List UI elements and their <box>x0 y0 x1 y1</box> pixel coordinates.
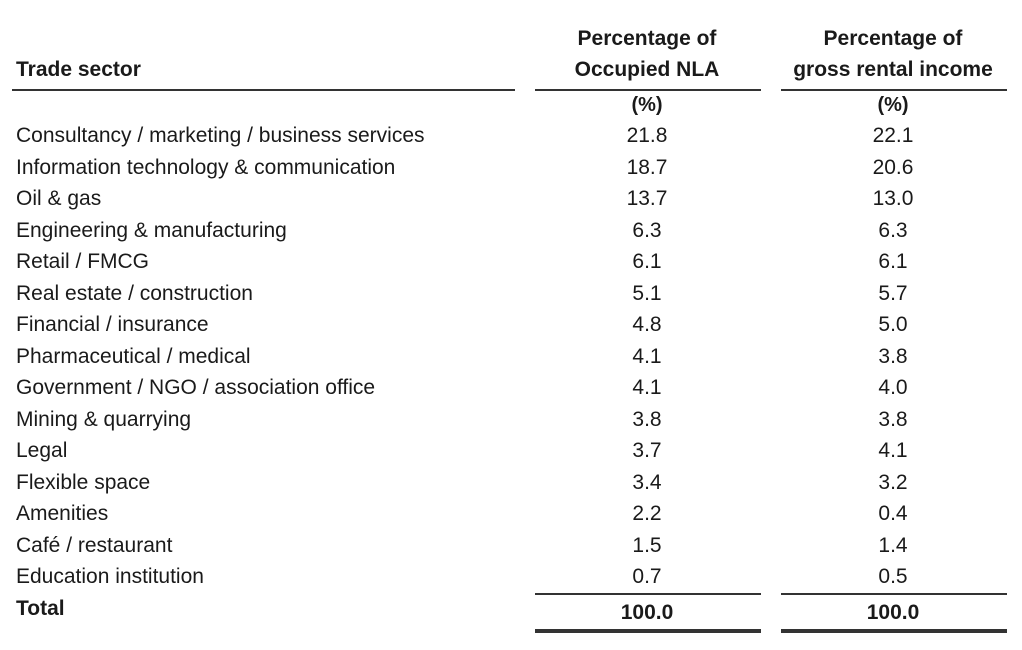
table-row: Consultancy / marketing / business servi… <box>0 120 1022 152</box>
gross-rental-income-value: 0.4 <box>878 502 908 525</box>
occupied-nla-value: 3.8 <box>632 407 662 431</box>
occupied-nla-value: 1.5 <box>632 533 662 557</box>
sector-name: Engineering & manufacturing <box>16 218 287 242</box>
sector-name: Mining & quarrying <box>16 407 192 431</box>
occupied-nla-value: 4.8 <box>632 313 662 336</box>
total-divider-top-occupied-nla <box>535 593 761 595</box>
occupied-nla-value: 3.4 <box>632 470 662 494</box>
header-occupied-nla-line1: Percentage of <box>577 27 717 50</box>
gross-rental-income-value: 0.5 <box>878 565 908 588</box>
sector-name: Oil & gas <box>16 187 102 210</box>
sector-name: Real estate / construction <box>16 281 253 305</box>
sector-name: Café / restaurant <box>16 533 173 557</box>
sector-name: Financial / insurance <box>16 313 209 336</box>
gross-rental-income-value: 6.3 <box>878 218 908 242</box>
table-row: Engineering & manufacturing 6.3 6.3 <box>0 215 1022 247</box>
gross-rental-income-value: 22.1 <box>872 124 914 147</box>
occupied-nla-value: 21.8 <box>626 124 668 147</box>
occupied-nla-value: 4.1 <box>632 344 662 368</box>
table-row: Pharmaceutical / medical 4.1 3.8 <box>0 341 1022 373</box>
header-gross-rental-income: Percentage of gross rental income <box>778 23 1008 85</box>
table-row: Café / restaurant 1.5 1.4 <box>0 530 1022 562</box>
header-divider-occupied-nla <box>535 89 761 91</box>
table-row: Information technology & communication 18… <box>0 152 1022 184</box>
occupied-nla-value: 18.7 <box>626 155 668 179</box>
total-divider-bottom-gross-rental-income <box>781 629 1007 633</box>
table-row: Flexible space 3.4 3.2 <box>0 467 1022 499</box>
sector-name: Legal <box>16 439 68 462</box>
header-occupied-nla-line2: Occupied NLA <box>574 58 720 81</box>
table-row: Real estate / construction 5.1 5.7 <box>0 278 1022 310</box>
gross-rental-income-value: 4.1 <box>878 439 908 462</box>
sector-name: Retail / FMCG <box>16 250 150 273</box>
gross-rental-income-value: 5.0 <box>878 313 908 336</box>
gross-rental-income-value: 1.4 <box>878 533 908 557</box>
occupied-nla-value: 5.1 <box>632 281 662 305</box>
header-divider-gross-rental-income <box>781 89 1007 91</box>
table-row: Financial / insurance 4.8 5.0 <box>0 309 1022 341</box>
occupied-nla-value: 2.2 <box>632 502 662 525</box>
table-row: Mining & quarrying 3.8 3.8 <box>0 404 1022 436</box>
total-row: Total 100.0 100.0 <box>0 593 1022 625</box>
occupied-nla-value: 4.1 <box>632 376 662 399</box>
gross-rental-income-value: 4.0 <box>878 376 908 399</box>
gross-rental-income-value: 5.7 <box>878 281 908 305</box>
sector-name: Pharmaceutical / medical <box>16 344 251 368</box>
sector-name: Education institution <box>16 565 204 588</box>
occupied-nla-value: 6.3 <box>632 218 662 242</box>
header-divider-sector <box>12 89 515 91</box>
gross-rental-income-value: 3.8 <box>878 344 908 368</box>
total-occupied-nla: 100.0 <box>620 601 674 624</box>
gross-rental-income-value: 6.1 <box>878 250 908 273</box>
table-body: Consultancy / marketing / business servi… <box>0 120 1022 593</box>
total-gross-rental-income: 100.0 <box>866 601 920 624</box>
table-row: Education institution 0.7 0.5 <box>0 561 1022 593</box>
sector-name: Amenities <box>16 502 109 525</box>
table-row: Oil & gas 13.7 13.0 <box>0 183 1022 215</box>
gross-rental-income-value: 13.0 <box>872 187 914 210</box>
gross-rental-income-value: 20.6 <box>872 155 914 179</box>
table-row: Retail / FMCG 6.1 6.1 <box>0 246 1022 278</box>
sector-name: Flexible space <box>16 470 151 494</box>
table-row: Government / NGO / association office 4.1… <box>0 372 1022 404</box>
occupied-nla-value: 13.7 <box>626 187 668 210</box>
header-occupied-nla: Percentage of Occupied NLA <box>532 23 762 85</box>
total-divider-bottom-occupied-nla <box>535 629 761 633</box>
total-divider-top-gross-rental-income <box>781 593 1007 595</box>
table-row: Amenities 2.2 0.4 <box>0 498 1022 530</box>
gross-rental-income-value: 3.2 <box>878 470 908 494</box>
sector-name: Consultancy / marketing / business servi… <box>16 124 425 147</box>
unit-gross-rental-income: (%) <box>877 94 909 116</box>
sector-name: Government / NGO / association office <box>16 376 376 399</box>
unit-occupied-nla: (%) <box>631 94 663 116</box>
occupied-nla-value: 3.7 <box>632 439 662 462</box>
occupied-nla-value: 0.7 <box>632 565 662 588</box>
gross-rental-income-value: 3.8 <box>878 407 908 431</box>
header-trade-sector: Trade sector <box>16 58 141 81</box>
header-gross-rental-income-line2: gross rental income <box>793 58 993 81</box>
header-gross-rental-income-line1: Percentage of <box>823 27 963 50</box>
occupied-nla-value: 6.1 <box>632 250 662 273</box>
total-label: Total <box>16 597 65 620</box>
table-row: Legal 3.7 4.1 <box>0 435 1022 467</box>
sector-name: Information technology & communication <box>16 155 396 179</box>
